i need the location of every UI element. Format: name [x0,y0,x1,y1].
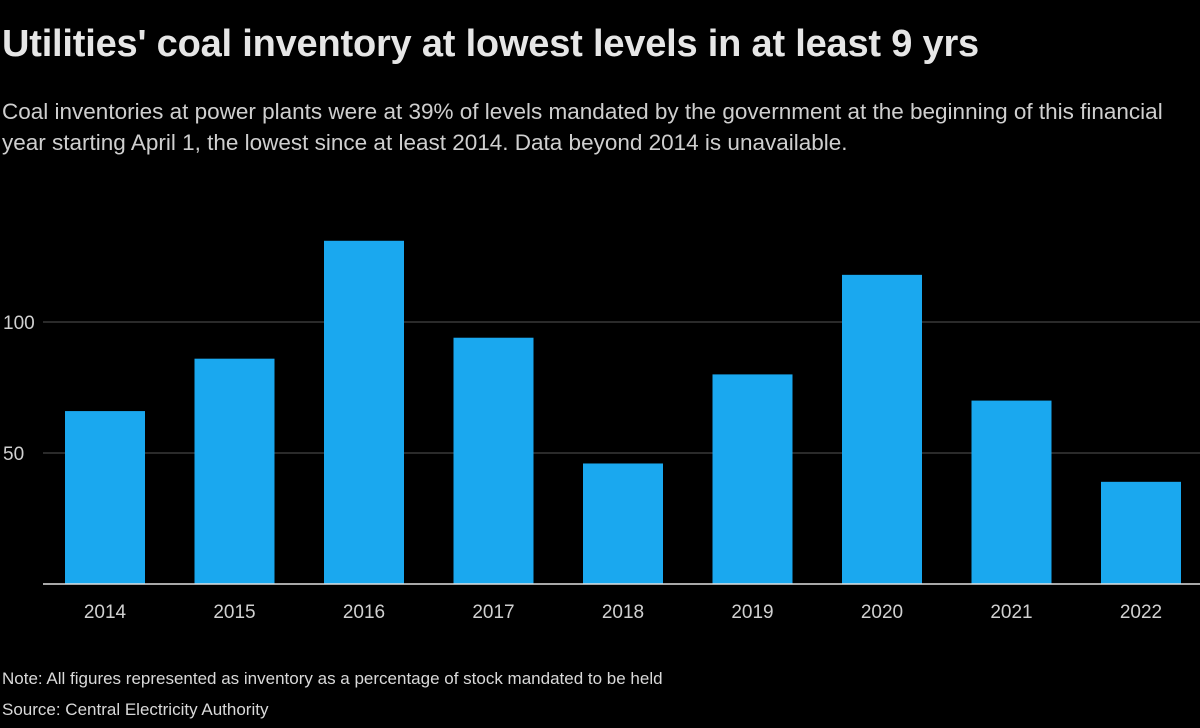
bar-2019 [712,374,793,584]
footnote: Note: All figures represented as invento… [2,669,663,688]
source-line: Source: Central Electricity Authority [2,700,269,719]
x-tick-label: 2019 [731,602,773,623]
x-tick-label: 2015 [213,602,255,623]
x-tick-label: 2016 [343,602,385,623]
x-tick-label: 2018 [602,602,644,623]
x-tick-label: 2022 [1120,602,1162,623]
bars [65,240,1181,584]
x-tick-label: 2017 [472,602,514,623]
bar-2017 [453,337,534,584]
y-tick-labels: 50 100 [3,313,35,465]
x-tick-label: 2014 [84,602,127,623]
bar-2014 [65,411,145,584]
x-tick-label: 2020 [861,602,903,623]
bar-2021 [971,400,1052,584]
y-tick-label: 50 [3,444,24,465]
bar-2022 [1101,481,1181,584]
x-tick-labels: 2014 2015 2016 2017 2018 2019 2020 2021 2022 [84,602,1162,623]
y-tick-label: 100 [3,313,35,334]
chart-title: Utilities' coal inventory at lowest leve… [2,23,979,65]
bar-2018 [583,463,663,584]
x-tick-label: 2021 [990,602,1032,623]
chart-subtitle: Coal inventories at power plants were at… [2,99,1163,155]
bar-2016 [324,240,404,584]
bar-2015 [194,358,275,584]
bar-2020 [842,274,922,584]
